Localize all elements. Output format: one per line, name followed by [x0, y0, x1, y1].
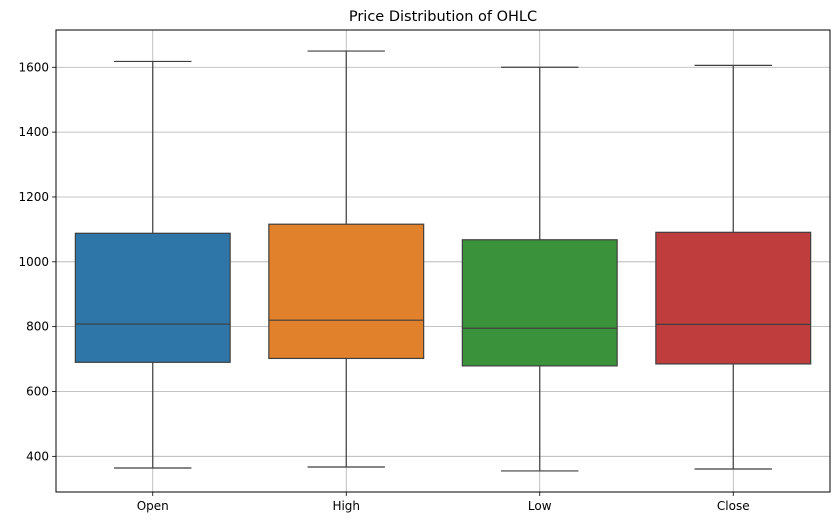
iqr-box — [461, 239, 618, 367]
iqr-box — [74, 232, 231, 363]
chart-title: Price Distribution of OHLC — [349, 9, 537, 25]
box-high — [268, 50, 425, 468]
axis-layer: 400 600 800 1000 1200 1400 1600 Open High Low Clos… — [18, 60, 749, 513]
y-tick-label: 400 — [26, 449, 49, 463]
plot-frame — [55, 29, 831, 493]
y-tick-label: 1000 — [18, 255, 49, 269]
x-tick-label: Open — [137, 499, 169, 513]
y-tick-label: 1600 — [18, 60, 49, 74]
x-tick-label: High — [332, 499, 360, 513]
box-open — [74, 60, 231, 469]
x-tick-label: Close — [717, 499, 750, 513]
box-low — [461, 66, 618, 472]
iqr-box — [268, 223, 425, 360]
y-tick-label: 1200 — [18, 190, 49, 204]
y-tick-label: 600 — [26, 384, 49, 398]
box-close — [655, 64, 812, 470]
x-tick-label: Low — [528, 499, 552, 513]
iqr-box — [655, 231, 812, 365]
y-tick-label: 1400 — [18, 125, 49, 139]
y-tick-label: 800 — [26, 320, 49, 334]
box-layer — [74, 50, 812, 472]
